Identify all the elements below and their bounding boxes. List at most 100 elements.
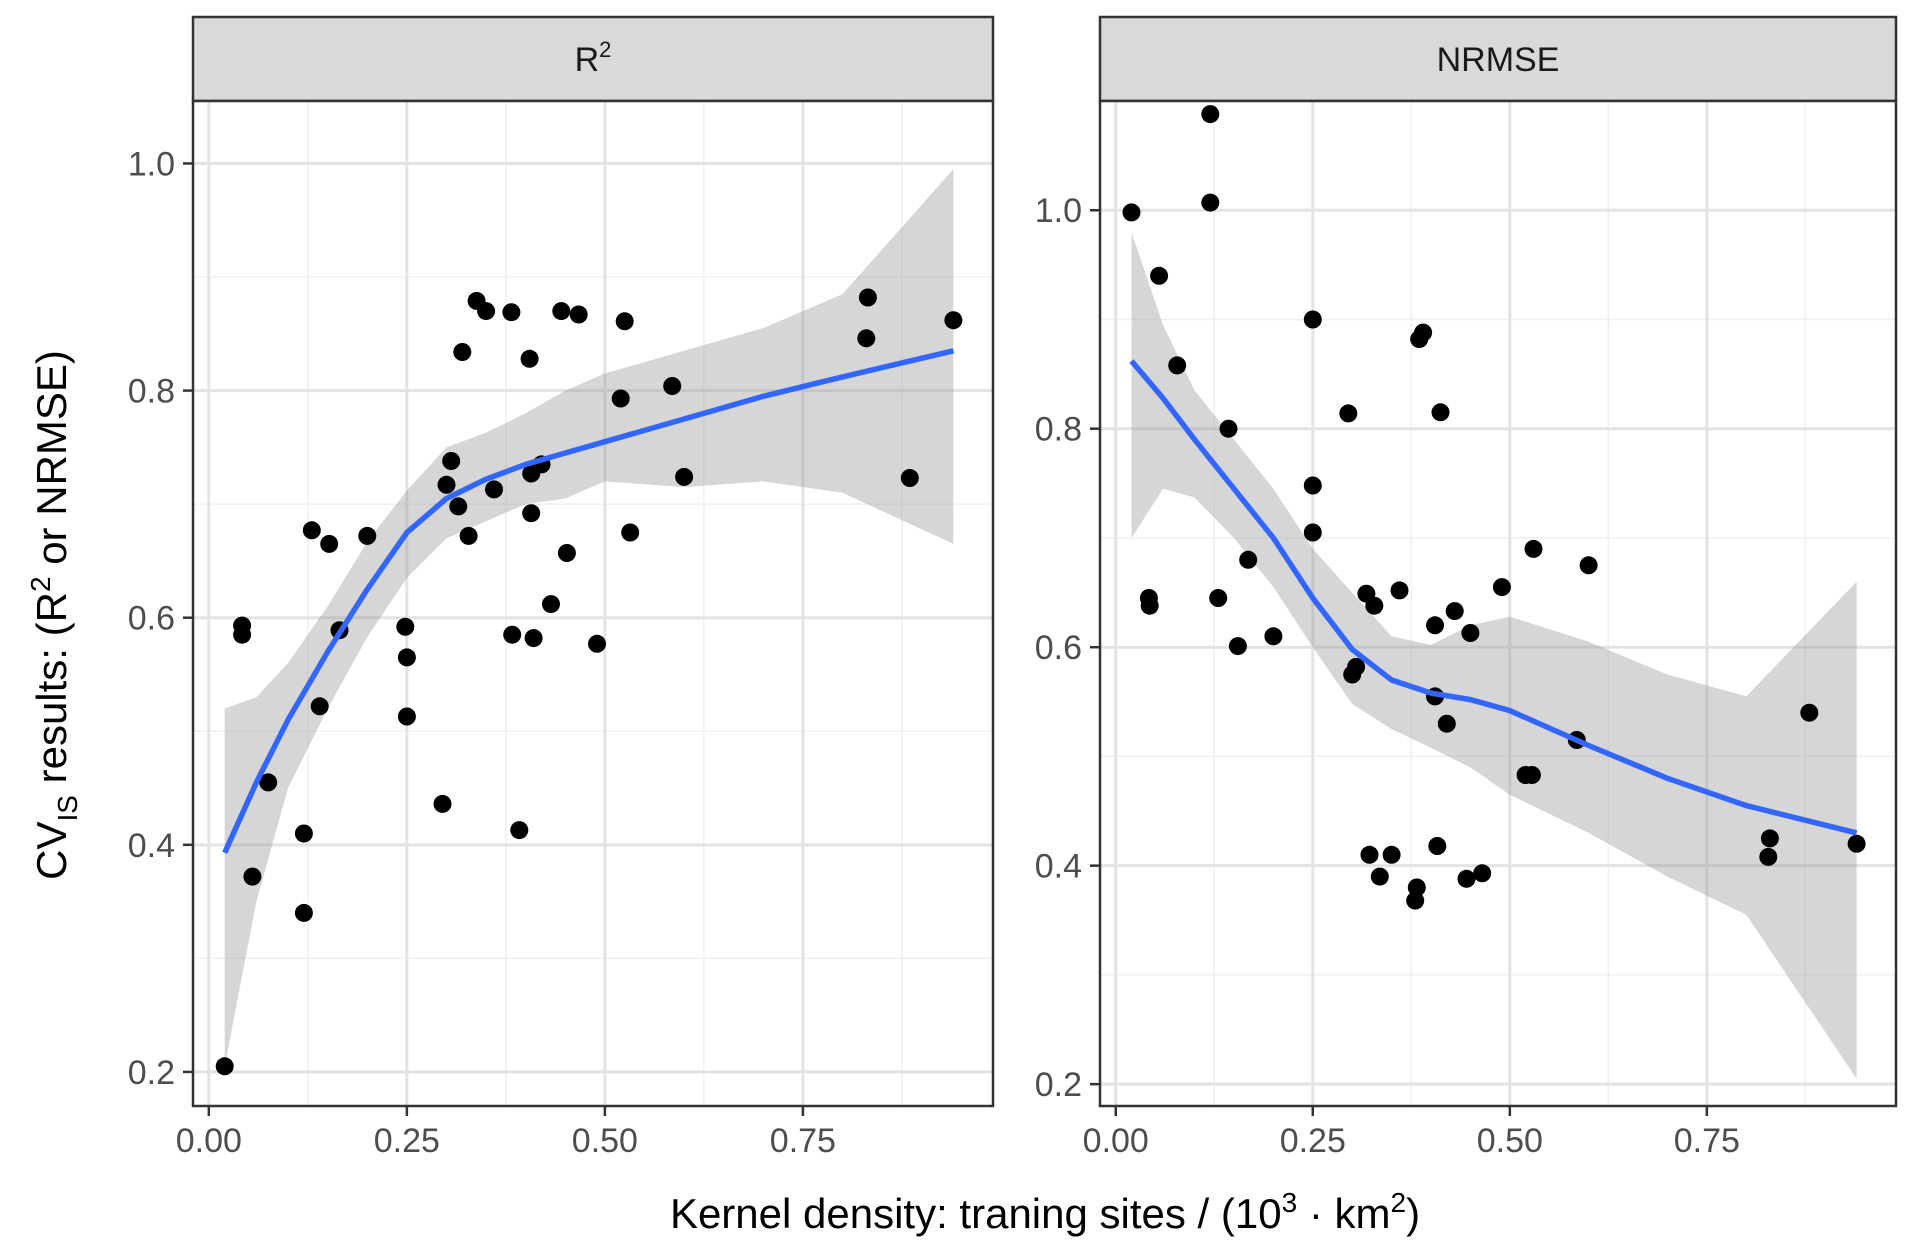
data-point (1437, 714, 1456, 733)
data-point (233, 625, 252, 644)
data-point (477, 302, 496, 321)
data-point (397, 648, 416, 667)
data-point (611, 389, 630, 408)
data-point (1800, 703, 1819, 722)
data-point (310, 697, 329, 716)
x-tick-label: 0.25 (1280, 1122, 1346, 1160)
axes-r2: 0.2 0.4 0.6 0.8 1.0 0.00 0.25 0.50 0.75 (128, 145, 836, 1160)
data-point (542, 595, 560, 614)
data-point (1390, 581, 1409, 600)
x-tick-label: 0.00 (176, 1122, 242, 1160)
data-point (1461, 624, 1480, 642)
data-point (485, 480, 503, 499)
y-tick-label: 0.2 (1035, 1066, 1082, 1104)
data-point (858, 288, 877, 307)
data-point (510, 821, 529, 840)
data-point (1201, 193, 1220, 212)
data-point (557, 544, 576, 562)
data-point (1339, 404, 1358, 423)
y-tick-label: 0.6 (128, 600, 175, 638)
axes-nrmse: 0.2 0.4 0.6 0.8 1.0 0.00 0.25 0.50 0.75 (1035, 192, 1740, 1160)
data-point (1428, 837, 1447, 855)
data-point (1347, 657, 1366, 676)
data-point (320, 534, 339, 553)
data-point (522, 504, 541, 523)
strip-r2 (191, 15, 995, 103)
data-point (243, 867, 262, 886)
data-point (437, 475, 456, 494)
data-point (502, 303, 521, 322)
smooth-line-nrmse (1129, 359, 1858, 836)
y-tick-label: 0.6 (1035, 629, 1082, 667)
data-point (1445, 602, 1464, 621)
data-point (503, 625, 522, 644)
data-point (1759, 847, 1778, 866)
data-point (397, 707, 416, 726)
points-nrmse (1122, 105, 1866, 910)
data-point (1228, 637, 1247, 656)
confidence-band-nrmse (1131, 232, 1857, 1079)
data-point (442, 452, 461, 470)
data-point (520, 349, 539, 368)
data-point (215, 1057, 234, 1076)
data-point (453, 343, 472, 361)
data-point (552, 302, 571, 321)
data-point (615, 312, 634, 331)
y-tick-label: 0.8 (1035, 411, 1082, 449)
x-tick-label: 0.00 (1083, 1122, 1149, 1160)
y-tick-label: 1.0 (1035, 192, 1082, 230)
data-point (1239, 550, 1258, 569)
data-point (294, 824, 313, 843)
data-point (1492, 578, 1511, 597)
data-point (621, 523, 640, 542)
data-point (1426, 616, 1444, 635)
grid-nrmse (1100, 100, 1896, 1106)
data-point (1847, 834, 1866, 853)
data-point (675, 467, 694, 486)
x-tick-label: 0.75 (1674, 1122, 1740, 1160)
data-point (900, 469, 919, 487)
y-tick-label: 0.4 (1035, 848, 1082, 886)
x-tick-label: 0.50 (1477, 1122, 1543, 1160)
data-point (396, 617, 415, 636)
y-tick-label: 0.8 (128, 373, 175, 411)
data-point (1579, 556, 1598, 575)
data-point (259, 773, 278, 792)
panel-background (193, 101, 993, 1106)
panel-background (1100, 101, 1896, 1106)
x-tick-label: 0.75 (770, 1122, 836, 1160)
y-tick-label: 1.0 (128, 145, 175, 183)
data-point (588, 634, 606, 653)
panel-border-r2 (191, 99, 995, 1108)
data-point (1122, 203, 1141, 222)
x-axis-title: Kernel density: traning sites / (103 · k… (670, 1187, 1420, 1237)
data-point (358, 526, 377, 545)
panel-r2: R2 0.2 0.4 0.6 0.8 1.0 0.00 0.25 0.50 0.75 (128, 15, 995, 1160)
data-point (944, 311, 963, 330)
data-point (294, 903, 313, 922)
panel-nrmse: NRMSE 0.2 0.4 0.6 0.8 1.0 0.00 0.25 0.50 0.75 (1035, 15, 1898, 1160)
data-point (1760, 829, 1779, 848)
data-point (1407, 878, 1426, 897)
data-point (857, 329, 876, 348)
grid-r2 (193, 101, 993, 1106)
data-point (1522, 766, 1541, 784)
data-point (1201, 105, 1220, 124)
data-point (1303, 476, 1322, 495)
data-point (1406, 891, 1425, 910)
data-point (1360, 845, 1379, 864)
data-point (663, 377, 682, 395)
data-point (1264, 627, 1283, 646)
y-tick-label: 0.4 (128, 827, 175, 865)
data-point (1457, 869, 1476, 888)
data-point (1473, 864, 1492, 883)
data-point (1370, 867, 1389, 886)
strip-label-nrmse: NRMSE (1437, 41, 1560, 79)
y-tick-label: 0.2 (128, 1054, 175, 1092)
panel-border-nrmse (1098, 99, 1898, 1108)
data-point (1219, 419, 1238, 438)
data-point (302, 521, 321, 540)
data-point (1303, 523, 1322, 542)
data-point (1431, 403, 1450, 422)
